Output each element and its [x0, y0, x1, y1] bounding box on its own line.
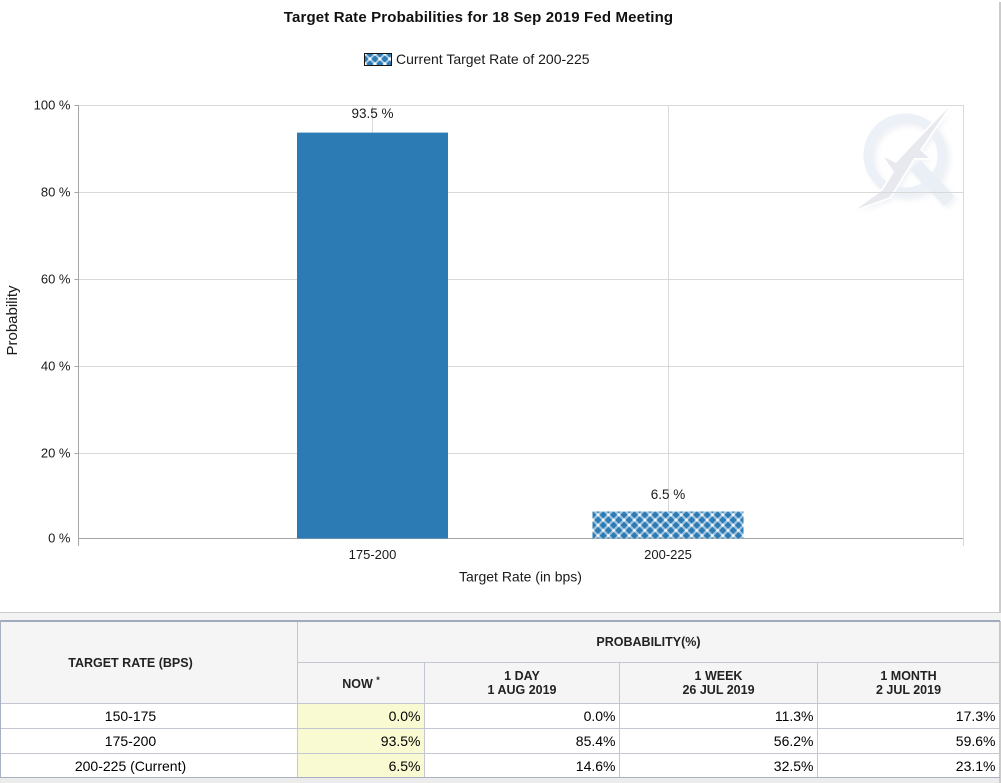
svg-text:Target Rate (in bps): Target Rate (in bps): [459, 569, 582, 585]
svg-text:100 %: 100 %: [34, 98, 71, 113]
svg-text:175-200: 175-200: [349, 547, 397, 562]
svg-text:80 %: 80 %: [41, 185, 71, 200]
svg-text:200-225: 200-225: [644, 547, 692, 562]
svg-text:0 %: 0 %: [48, 531, 71, 546]
svg-text:Probability: Probability: [4, 285, 21, 356]
svg-text:60 %: 60 %: [41, 272, 71, 287]
svg-text:93.5 %: 93.5 %: [351, 106, 393, 121]
svg-text:40 %: 40 %: [41, 359, 71, 374]
svg-text:6.5 %: 6.5 %: [651, 487, 686, 502]
svg-text:20 %: 20 %: [41, 446, 71, 461]
